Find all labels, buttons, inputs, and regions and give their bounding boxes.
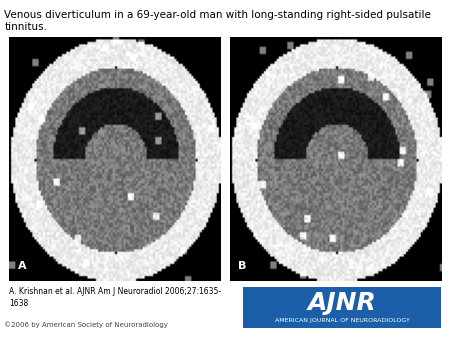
Text: B: B bbox=[238, 261, 246, 271]
Text: AJNR: AJNR bbox=[308, 291, 376, 315]
Text: ©2006 by American Society of Neuroradiology: ©2006 by American Society of Neuroradiol… bbox=[4, 321, 168, 328]
FancyBboxPatch shape bbox=[243, 287, 441, 328]
FancyBboxPatch shape bbox=[9, 37, 220, 281]
Text: A. Krishnan et al. AJNR Am J Neuroradiol 2006;27:1635-
1638: A. Krishnan et al. AJNR Am J Neuroradiol… bbox=[9, 287, 221, 308]
Text: Venous diverticulum in a 69-year-old man with long-standing right-sided pulsatil: Venous diverticulum in a 69-year-old man… bbox=[4, 10, 432, 32]
Text: A: A bbox=[18, 261, 26, 271]
Text: AMERICAN JOURNAL OF NEURORADIOLOGY: AMERICAN JOURNAL OF NEURORADIOLOGY bbox=[274, 318, 410, 323]
FancyBboxPatch shape bbox=[230, 37, 441, 281]
